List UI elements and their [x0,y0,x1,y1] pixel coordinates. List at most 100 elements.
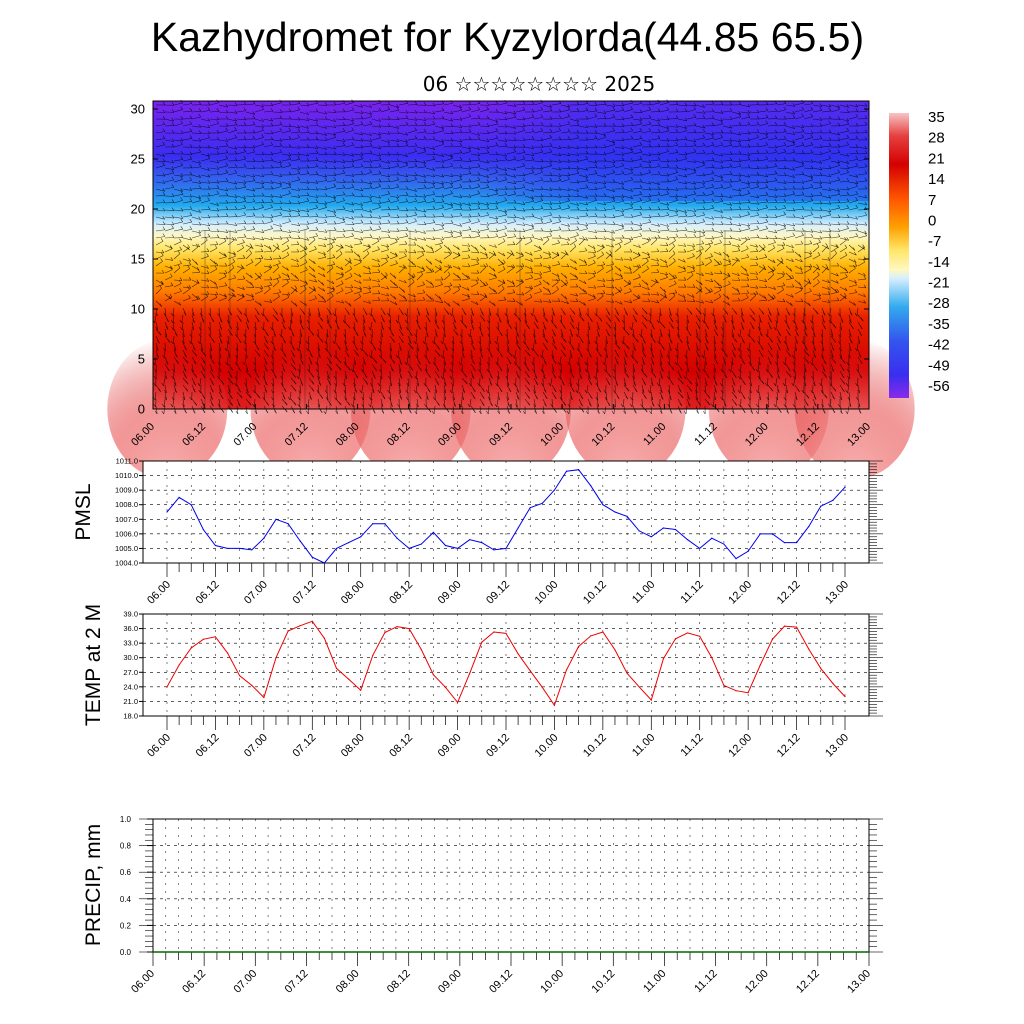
wind-barb-flag [171,143,175,148]
wind-barb [542,110,552,113]
wind-barb [443,158,453,162]
wind-barb [740,193,750,197]
wind-barb [335,200,345,204]
wind-barb [155,131,165,134]
wind-barb [587,173,597,176]
wind-barb-flag [585,195,588,199]
wind-barb-flag [639,141,643,146]
wind-barb [605,200,615,204]
wind-barb-flag [459,176,462,180]
wind-barb-flag [837,143,841,148]
wind-barb [506,158,516,162]
wind-barb [281,202,292,204]
wind-barb [452,104,462,108]
wind-barb-flag [207,124,211,129]
wind-barb [677,104,687,107]
wind-barb [857,202,867,206]
wind-barb-flag [693,106,696,110]
wind-barb-flag [369,194,373,198]
wind-barb [767,195,777,198]
wind-barb-flag [279,115,283,119]
wind-barb-flag [531,135,535,140]
wind-barb-flag [180,150,184,155]
wind-barb-flag [270,171,274,175]
wind-barb [182,195,192,198]
wind-barb-flag [783,115,787,120]
wind-barb-flag [513,199,517,204]
wind-barb-flag [441,115,445,119]
wind-barb [443,186,453,190]
wind-barb-flag [216,202,219,206]
wind-barb-flag [198,197,201,201]
wind-barb [425,186,435,190]
wind-barb-flag [864,194,868,199]
wind-barb-flag [279,206,283,210]
wind-barb [506,132,516,135]
wind-barb [434,125,444,129]
wind-barb [839,144,849,148]
wind-barb [749,137,759,141]
wind-barb-flag [198,130,202,134]
wind-barb [830,188,840,192]
wind-barb [812,104,822,107]
wind-barb-flag [234,145,238,150]
upper-cold-shading [153,101,869,201]
wind-barb-flag [405,121,409,125]
wind-barb [830,172,840,176]
wind-barb [632,151,642,155]
wind-barb [470,159,480,162]
wind-barb-flag [540,127,544,132]
wind-barb-flag [684,194,688,198]
wind-barb-flag [405,160,408,164]
wind-barb [209,181,219,184]
wind-barb-flag [198,163,202,168]
wind-barb-flag [513,103,517,107]
wind-barb-flag [540,144,544,148]
wind-barb-flag [657,191,661,195]
wind-barb-flag [234,102,238,106]
wind-barb [191,125,201,128]
wind-barb [497,200,507,204]
wind-barb-flag [855,180,859,184]
wind-barb [227,146,237,150]
wind-barb-flag [288,135,292,140]
wind-barb [479,132,490,134]
wind-barb-flag [567,193,571,197]
wind-barb-flag [837,199,841,203]
wind-barb-flag [333,165,337,170]
wind-barb [479,187,489,190]
wind-barb-flag [459,149,463,153]
wind-barb-flag [324,137,328,141]
wind-barb-flag [702,191,706,196]
wind-barb-flag [468,106,471,110]
wind-barb-flag [387,152,391,156]
wind-barb [605,117,615,120]
wind-barb [461,202,471,206]
wind-barb-flag [612,148,615,153]
wind-barb-flag [558,177,562,181]
wind-barb [308,201,318,204]
wind-barb [407,138,417,141]
wind-barb [245,124,255,127]
wind-barb-flag [423,135,427,140]
wind-barb-flag [261,124,265,128]
wind-barb [821,158,831,162]
wind-barb-flag [765,173,769,178]
wind-barb-flag [504,185,508,190]
wind-barb [803,144,813,148]
wind-barb-flag [450,183,454,188]
wind-barb [425,111,435,115]
wind-barb [290,131,300,134]
wind-barb [299,104,309,107]
wind-barb [668,195,678,198]
wind-barb [857,111,867,113]
wind-barb-flag [297,128,301,133]
wind-barb-flag [315,130,319,135]
wind-barb [218,165,228,169]
wind-barb [758,137,768,141]
wind-barb [452,187,462,190]
wind-barb-flag [747,156,751,160]
wind-barb-flag [558,152,562,157]
wind-barb [560,104,570,108]
wind-barb-flag [216,190,219,195]
